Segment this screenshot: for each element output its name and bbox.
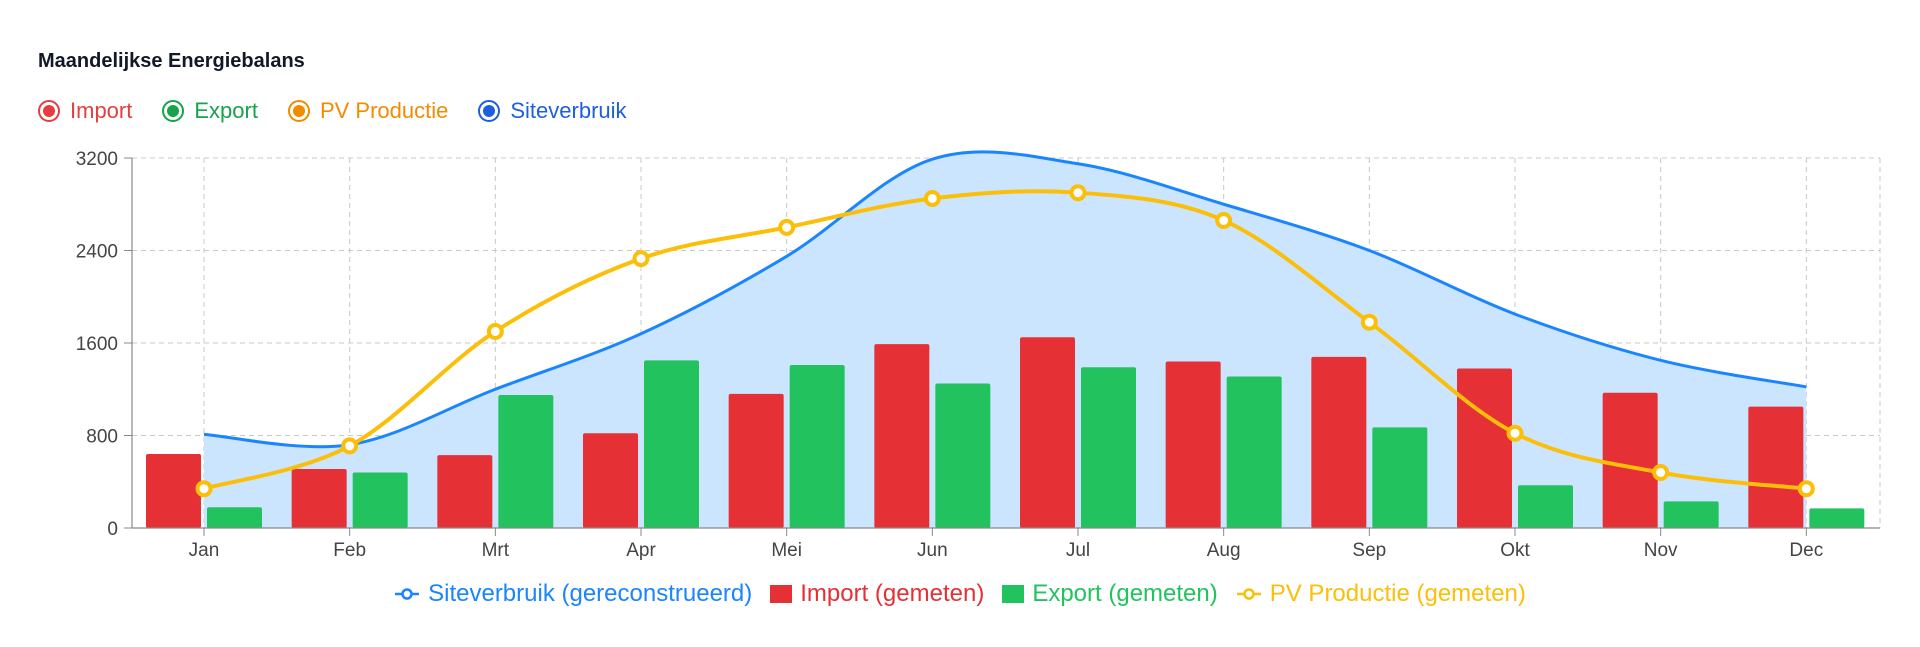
chart-legend: Siteverbruik (gereconstrueerd) Import (g… xyxy=(0,580,1920,608)
x-tick-label: Mrt xyxy=(482,540,510,561)
export-bar xyxy=(1809,508,1865,528)
import-bar xyxy=(437,455,493,528)
export-bar xyxy=(352,472,408,528)
x-tick-label: Aug xyxy=(1207,540,1241,561)
export-bar xyxy=(1663,501,1719,528)
import-bar xyxy=(728,393,784,528)
export-bar xyxy=(1081,367,1136,528)
toggle-siteverbruik-label: Siteverbruik xyxy=(510,98,627,123)
series-toggles: Import Export PV Productie Siteverbruik xyxy=(38,98,627,124)
import-bar xyxy=(1165,361,1221,528)
pv-productie-line xyxy=(203,189,1807,491)
pv-productie-point xyxy=(778,218,796,236)
legend-siteverbruik[interactable]: Siteverbruik (gereconstrueerd) xyxy=(394,580,752,608)
radio-checked-icon xyxy=(162,100,185,122)
import-bar xyxy=(1748,406,1804,528)
x-tick-label: Jan xyxy=(189,540,220,561)
import-bar xyxy=(583,433,638,528)
import-bar xyxy=(1602,392,1658,528)
x-tick-label: Jun xyxy=(917,540,948,561)
x-tick-label: Nov xyxy=(1644,540,1678,561)
import-bar xyxy=(146,454,201,528)
export-bar xyxy=(207,507,262,528)
x-tick-label: Feb xyxy=(333,540,366,561)
x-tick-label: Apr xyxy=(626,540,656,561)
y-tick-label: 800 xyxy=(86,427,118,448)
legend-pv-productie[interactable]: PV Productie (gemeten) xyxy=(1236,580,1526,608)
line-marker-icon xyxy=(395,588,420,600)
y-tick-label: 0 xyxy=(107,519,118,540)
export-bar xyxy=(935,383,991,528)
pv-productie-point xyxy=(632,250,650,268)
import-bar xyxy=(1457,368,1512,528)
pv-productie-point xyxy=(1069,184,1087,202)
pv-productie-point xyxy=(195,480,213,498)
legend-siteverbruik-label: Siteverbruik (gereconstrueerd) xyxy=(428,580,753,607)
x-tick-label: Mei xyxy=(771,540,802,561)
export-bar xyxy=(789,364,845,528)
radio-checked-icon xyxy=(38,100,60,122)
import-bar xyxy=(1311,356,1367,528)
pv-productie-point xyxy=(1215,211,1233,229)
export-bar xyxy=(1518,485,1573,528)
box-marker-icon xyxy=(1002,585,1025,603)
export-bar xyxy=(644,360,699,528)
import-bar xyxy=(291,469,347,528)
pv-productie-point xyxy=(1360,313,1378,331)
siteverbruik-line xyxy=(203,150,1807,449)
y-tick-label: 2400 xyxy=(76,242,118,263)
pv-productie-point xyxy=(486,322,504,340)
toggle-pv-productie-label: PV Productie xyxy=(319,98,449,123)
pv-productie-point xyxy=(923,189,941,207)
legend-pv-productie-label: PV Productie (gemeten) xyxy=(1269,580,1526,607)
x-tick-label: Sep xyxy=(1352,540,1386,561)
toggle-import[interactable]: Import xyxy=(38,98,132,124)
import-bar xyxy=(874,344,930,528)
legend-export[interactable]: Export (gemeten) xyxy=(1002,580,1218,608)
x-tick-label: Okt xyxy=(1500,540,1530,561)
legend-import-label: Import (gemeten) xyxy=(800,580,985,607)
import-bar xyxy=(1020,337,1075,528)
pv-productie-point xyxy=(1797,480,1815,498)
box-marker-icon xyxy=(770,585,793,603)
export-bar xyxy=(498,395,554,528)
pv-productie-point xyxy=(1652,464,1670,481)
toggle-pv-productie[interactable]: PV Productie xyxy=(287,98,449,124)
chart-title: Maandelijkse Energiebalans xyxy=(38,50,305,72)
toggle-siteverbruik[interactable]: Siteverbruik xyxy=(478,98,627,124)
export-bar xyxy=(1226,376,1282,528)
y-tick-label: 3200 xyxy=(76,149,118,170)
x-tick-label: Jul xyxy=(1066,540,1090,561)
toggle-export[interactable]: Export xyxy=(162,98,258,124)
toggle-import-label: Import xyxy=(70,98,133,123)
legend-import[interactable]: Import (gemeten) xyxy=(770,580,984,608)
legend-export-label: Export (gemeten) xyxy=(1032,580,1218,607)
radio-checked-icon xyxy=(478,100,501,122)
radio-checked-icon xyxy=(287,100,310,122)
line-marker-icon xyxy=(1236,588,1261,600)
export-bar xyxy=(1372,427,1428,528)
toggle-export-label: Export xyxy=(194,98,258,123)
x-tick-label: Dec xyxy=(1789,540,1823,561)
pv-productie-point xyxy=(1506,424,1524,442)
pv-productie-point xyxy=(341,437,359,455)
y-tick-label: 1600 xyxy=(76,334,118,355)
